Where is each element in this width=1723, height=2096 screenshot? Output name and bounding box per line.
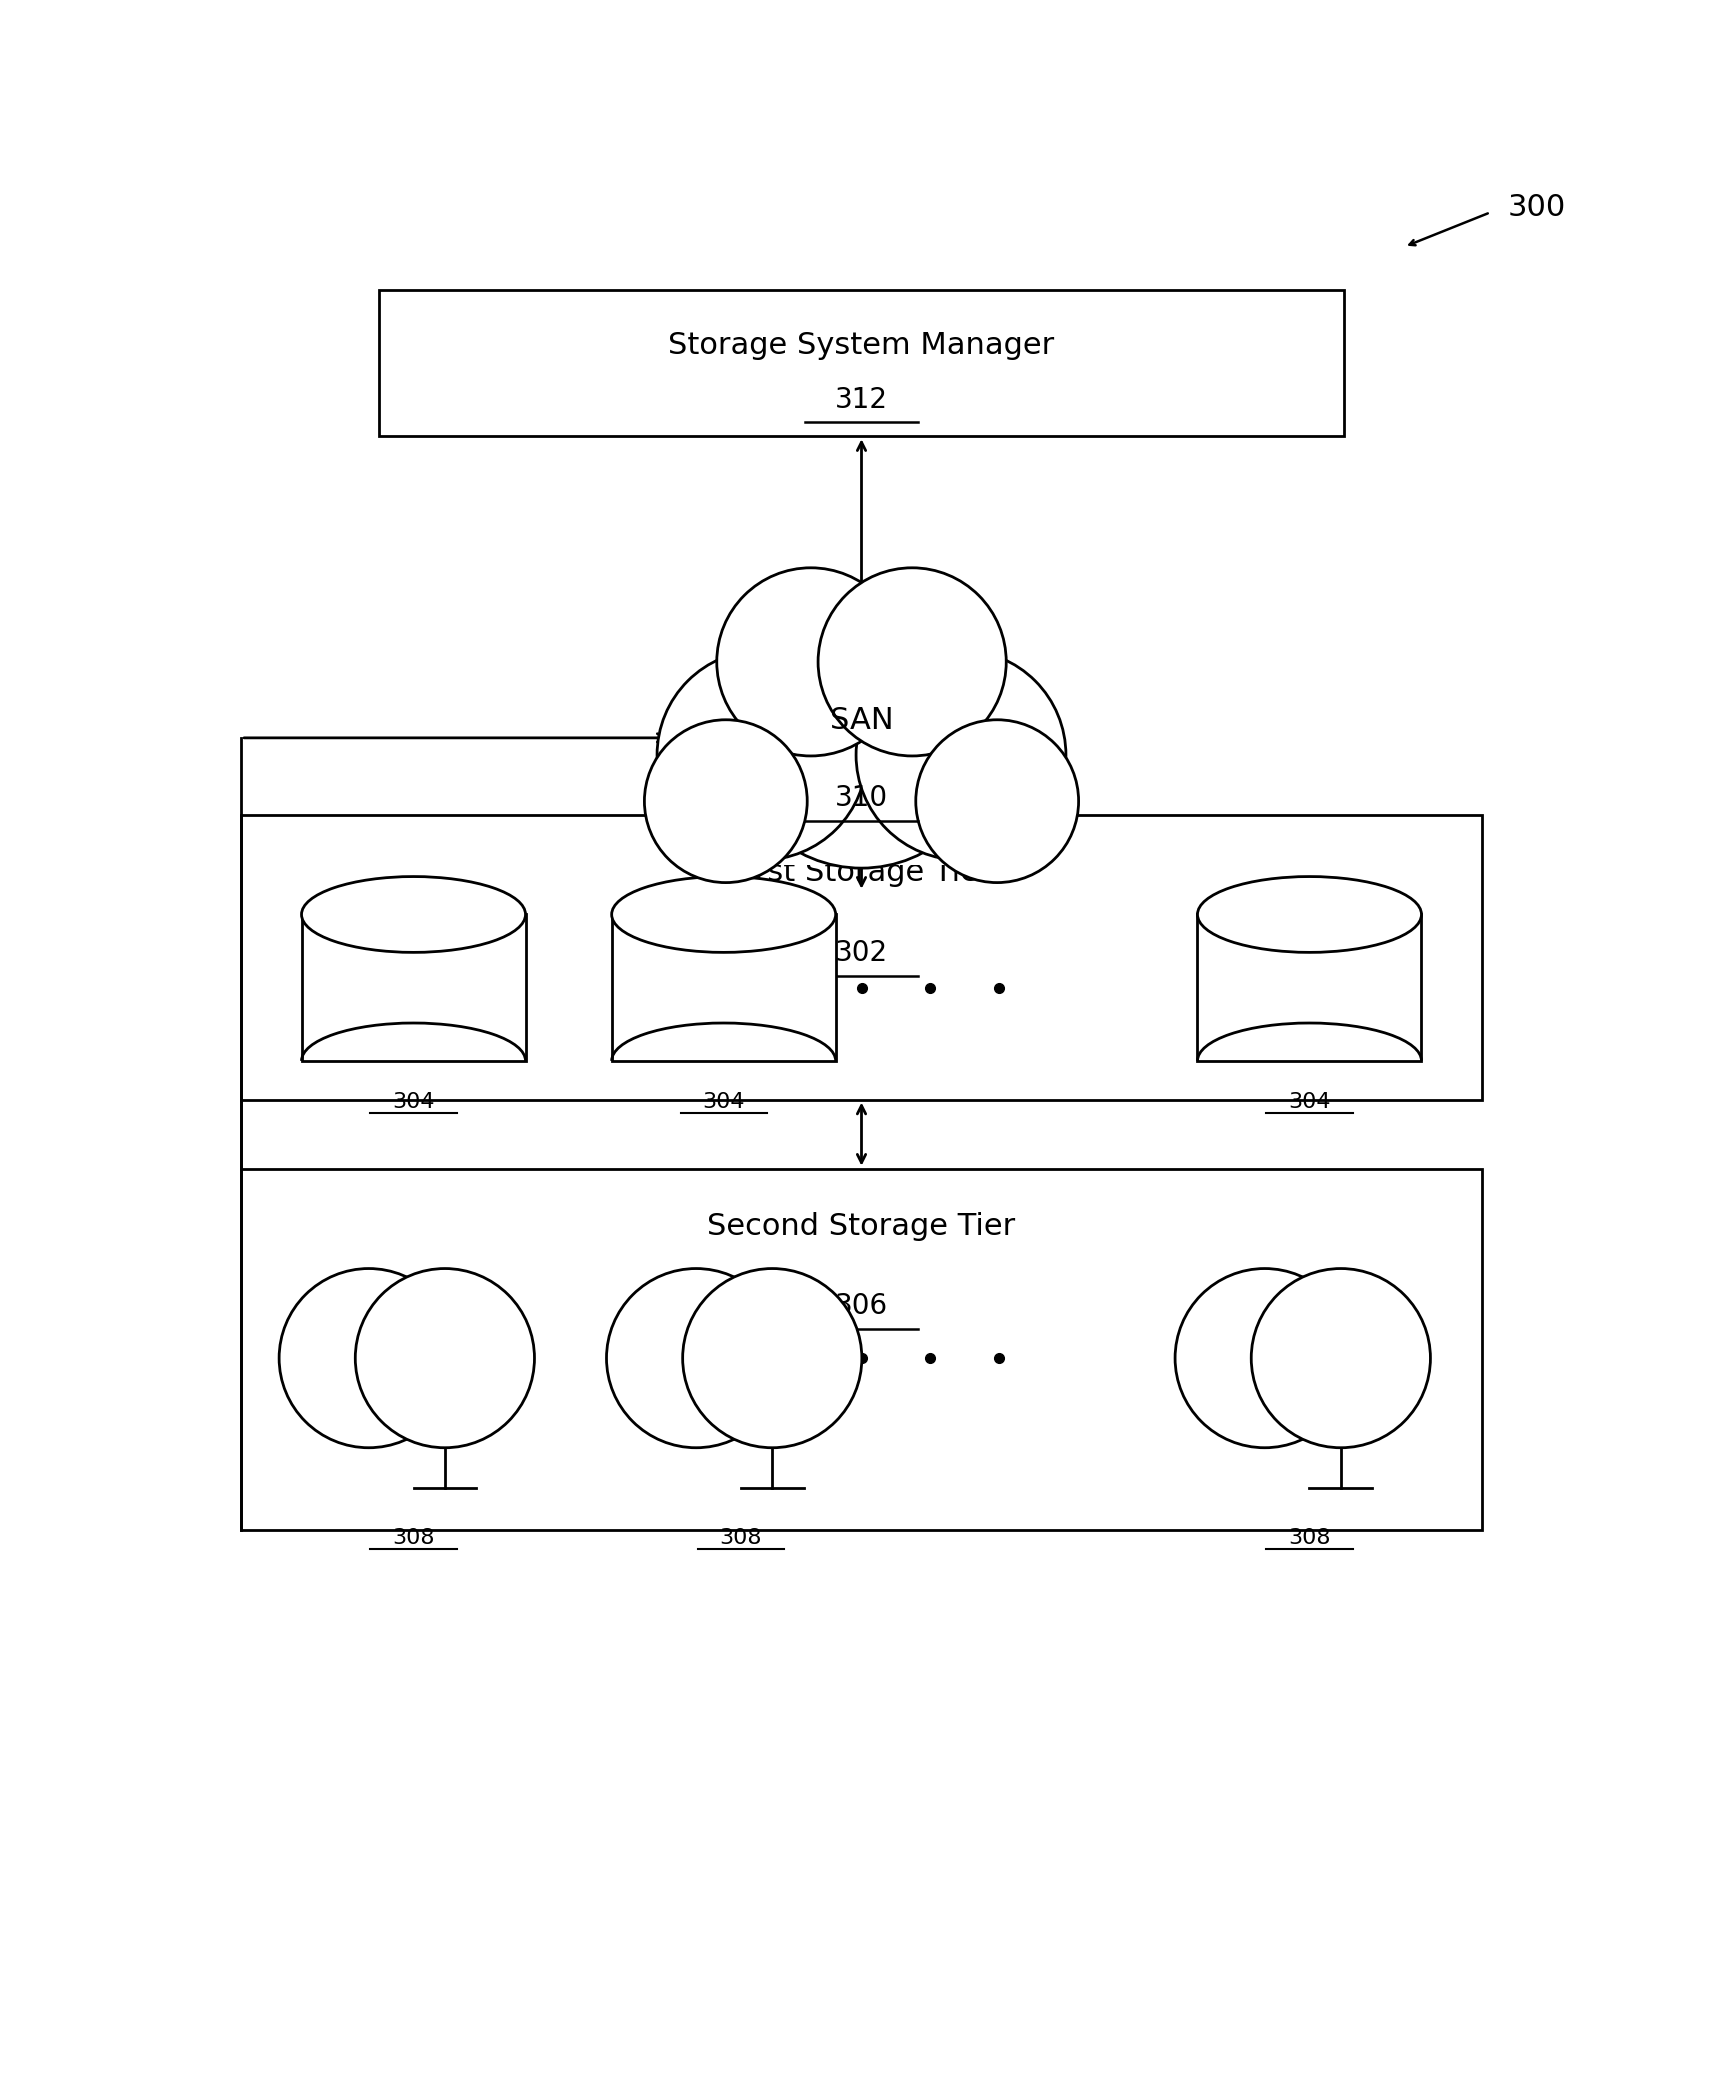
Bar (241, 1170, 1482, 1530)
Circle shape (717, 568, 905, 757)
Bar (612, 914, 836, 1061)
Text: Second Storage Tier: Second Storage Tier (708, 1211, 1015, 1241)
Text: 310: 310 (836, 784, 887, 811)
Text: 304: 304 (703, 1092, 744, 1113)
Circle shape (856, 650, 1067, 859)
Text: 302: 302 (836, 939, 887, 966)
Circle shape (682, 1268, 862, 1448)
Text: 300: 300 (1508, 193, 1566, 222)
Circle shape (279, 1268, 458, 1448)
Text: First Storage Tier: First Storage Tier (731, 859, 992, 887)
Ellipse shape (302, 876, 526, 952)
Bar (302, 914, 526, 1061)
Text: 308: 308 (720, 1528, 762, 1549)
Ellipse shape (1197, 876, 1421, 952)
Text: 306: 306 (836, 1293, 887, 1320)
Bar (241, 815, 1482, 1100)
Bar (662, 593, 1061, 864)
Bar (1197, 914, 1421, 1061)
Circle shape (1175, 1268, 1354, 1448)
Circle shape (1251, 1268, 1430, 1448)
Circle shape (606, 1268, 786, 1448)
Text: 304: 304 (1289, 1092, 1330, 1113)
Text: SAN: SAN (830, 706, 893, 736)
Circle shape (644, 719, 806, 882)
Circle shape (656, 650, 867, 859)
Circle shape (917, 719, 1079, 882)
Circle shape (818, 568, 1006, 757)
Text: Storage System Manager: Storage System Manager (669, 331, 1054, 361)
Ellipse shape (612, 876, 836, 952)
Text: 308: 308 (393, 1528, 434, 1549)
Bar (379, 289, 1344, 436)
Text: 312: 312 (836, 386, 887, 413)
Text: 304: 304 (393, 1092, 434, 1113)
Text: 308: 308 (1289, 1528, 1330, 1549)
Circle shape (355, 1268, 534, 1448)
Circle shape (731, 608, 992, 868)
